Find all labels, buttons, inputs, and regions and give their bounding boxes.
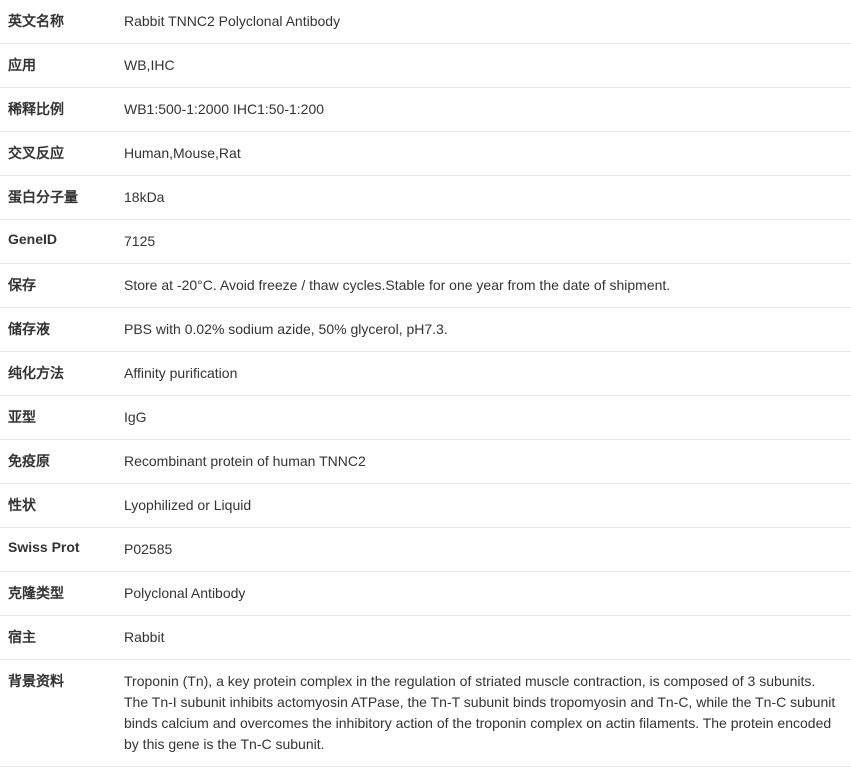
spec-label: 免疫原 — [0, 440, 120, 484]
table-row: 蛋白分子量 18kDa — [0, 176, 851, 220]
spec-value: Human,Mouse,Rat — [120, 132, 851, 176]
spec-value: 7125 — [120, 220, 851, 264]
spec-value: Polyclonal Antibody — [120, 572, 851, 616]
table-row: 交叉反应 Human,Mouse,Rat — [0, 132, 851, 176]
spec-label: GeneID — [0, 220, 120, 264]
spec-value: 18kDa — [120, 176, 851, 220]
spec-label: 稀释比例 — [0, 88, 120, 132]
table-row: 性状 Lyophilized or Liquid — [0, 484, 851, 528]
spec-label: 背景资料 — [0, 660, 120, 767]
spec-label: 宿主 — [0, 616, 120, 660]
table-row: 免疫原 Recombinant protein of human TNNC2 — [0, 440, 851, 484]
spec-value: Rabbit — [120, 616, 851, 660]
spec-label: 纯化方法 — [0, 352, 120, 396]
spec-label: 性状 — [0, 484, 120, 528]
spec-label: 保存 — [0, 264, 120, 308]
spec-value: Store at -20°C. Avoid freeze / thaw cycl… — [120, 264, 851, 308]
spec-label: 英文名称 — [0, 0, 120, 44]
spec-value: PBS with 0.02% sodium azide, 50% glycero… — [120, 308, 851, 352]
spec-label: 蛋白分子量 — [0, 176, 120, 220]
spec-value: Affinity purification — [120, 352, 851, 396]
table-row: 背景资料 Troponin (Tn), a key protein comple… — [0, 660, 851, 767]
table-row: Swiss Prot P02585 — [0, 528, 851, 572]
spec-value: IgG — [120, 396, 851, 440]
table-row: 克隆类型 Polyclonal Antibody — [0, 572, 851, 616]
table-row: 稀释比例 WB1:500-1:2000 IHC1:50-1:200 — [0, 88, 851, 132]
spec-value: WB1:500-1:2000 IHC1:50-1:200 — [120, 88, 851, 132]
table-row: GeneID 7125 — [0, 220, 851, 264]
spec-label: 交叉反应 — [0, 132, 120, 176]
spec-value: WB,IHC — [120, 44, 851, 88]
table-row: 宿主 Rabbit — [0, 616, 851, 660]
spec-value: Lyophilized or Liquid — [120, 484, 851, 528]
spec-label: 储存液 — [0, 308, 120, 352]
spec-value: Recombinant protein of human TNNC2 — [120, 440, 851, 484]
spec-label: 亚型 — [0, 396, 120, 440]
table-row: 保存 Store at -20°C. Avoid freeze / thaw c… — [0, 264, 851, 308]
spec-label: Swiss Prot — [0, 528, 120, 572]
spec-table-body: 英文名称 Rabbit TNNC2 Polyclonal Antibody 应用… — [0, 0, 851, 767]
table-row: 应用 WB,IHC — [0, 44, 851, 88]
table-row: 纯化方法 Affinity purification — [0, 352, 851, 396]
table-row: 亚型 IgG — [0, 396, 851, 440]
spec-value: Troponin (Tn), a key protein complex in … — [120, 660, 851, 767]
table-row: 储存液 PBS with 0.02% sodium azide, 50% gly… — [0, 308, 851, 352]
spec-label: 应用 — [0, 44, 120, 88]
spec-value: P02585 — [120, 528, 851, 572]
spec-label: 克隆类型 — [0, 572, 120, 616]
spec-table: 英文名称 Rabbit TNNC2 Polyclonal Antibody 应用… — [0, 0, 851, 767]
spec-value: Rabbit TNNC2 Polyclonal Antibody — [120, 0, 851, 44]
table-row: 英文名称 Rabbit TNNC2 Polyclonal Antibody — [0, 0, 851, 44]
